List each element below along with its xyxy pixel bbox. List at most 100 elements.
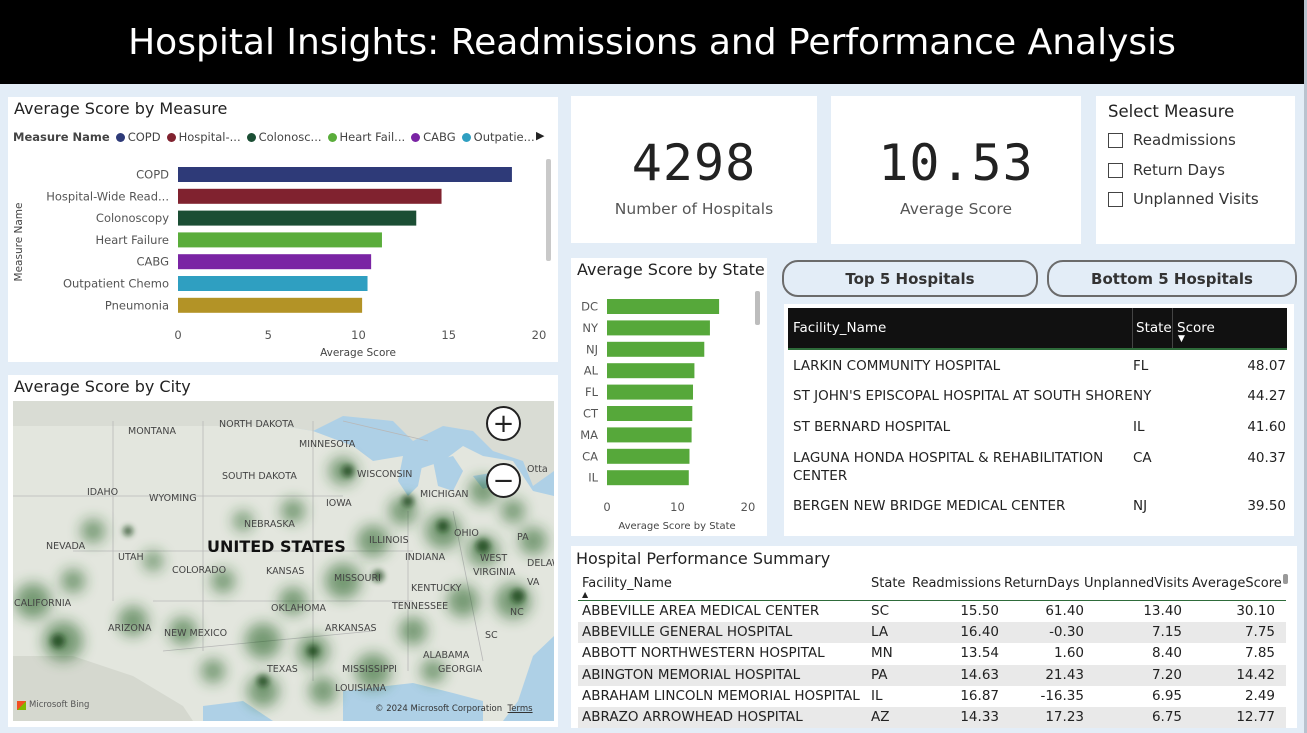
checkbox[interactable] bbox=[1108, 162, 1123, 178]
page-scrollbar[interactable] bbox=[1304, 0, 1307, 733]
sort-desc-icon[interactable]: ▼ bbox=[1178, 334, 1185, 344]
legend-item[interactable]: COPD bbox=[115, 130, 161, 144]
sort-asc-icon[interactable]: ▲ bbox=[582, 590, 589, 599]
tick-label: 10 bbox=[351, 328, 366, 342]
column-header-facility[interactable]: Facility_Name bbox=[793, 320, 887, 336]
bar[interactable] bbox=[607, 448, 690, 464]
map-state-label: IOWA bbox=[326, 498, 352, 509]
column-header-returndays[interactable]: ReturnDays bbox=[1004, 576, 1080, 591]
bar[interactable] bbox=[178, 254, 372, 270]
map-state-label: GEORGIA bbox=[438, 664, 483, 675]
column-header-state[interactable]: State bbox=[871, 576, 906, 591]
map-state-label: OHIO bbox=[454, 528, 479, 539]
state-chart-scrollbar[interactable] bbox=[755, 291, 760, 325]
bar[interactable] bbox=[178, 188, 442, 204]
column-header-readmissions[interactable]: Readmissions bbox=[912, 576, 1002, 591]
map-state-label: MONTANA bbox=[128, 426, 176, 437]
state-chart-title: Average Score by State bbox=[577, 260, 765, 279]
table-row[interactable]: ABINGTON MEMORIAL HOSPITAL PA 14.63 21.43 7.… bbox=[578, 664, 1286, 686]
bar[interactable] bbox=[607, 363, 695, 379]
table-row[interactable]: ABRAZO ARROWHEAD HOSPITAL AZ 14.33 17.23 6.7… bbox=[578, 707, 1286, 728]
map-state-label: VIRGINIA bbox=[473, 567, 516, 578]
bar[interactable] bbox=[607, 384, 694, 400]
table-row[interactable]: ABRAHAM LINCOLN MEMORIAL HOSPITAL IL 16.87… bbox=[578, 685, 1286, 707]
checkbox[interactable] bbox=[1108, 132, 1123, 148]
map-state-label: NEW MEXICO bbox=[164, 628, 228, 639]
legend-item[interactable]: Heart Fail... bbox=[327, 130, 405, 144]
bar[interactable] bbox=[178, 167, 512, 182]
legend-dot-icon bbox=[461, 132, 471, 142]
measure-chart-title: Average Score by Measure bbox=[14, 99, 228, 118]
bar[interactable] bbox=[607, 341, 705, 357]
zoom-in-button[interactable]: + bbox=[486, 406, 521, 441]
bar[interactable] bbox=[607, 320, 710, 336]
map-state-label: MISSISSIPPI bbox=[342, 664, 397, 675]
bar[interactable] bbox=[178, 210, 417, 226]
column-header-facility[interactable]: Facility_Name bbox=[582, 576, 672, 591]
checkbox[interactable] bbox=[1108, 191, 1123, 207]
top-5-hospitals-button[interactable]: Top 5 Hospitals bbox=[782, 260, 1038, 297]
us-heat-map[interactable]: MONTANA NORTH DAKOTA MINNESOTA SOUTH DAKOTA… bbox=[13, 401, 554, 721]
legend-item[interactable]: CABG bbox=[411, 130, 456, 144]
map-state-label: INDIANA bbox=[405, 552, 446, 563]
bar[interactable] bbox=[178, 297, 363, 313]
measure-chart-scrollbar[interactable] bbox=[546, 159, 551, 261]
legend-item[interactable]: Outpatie... bbox=[461, 130, 535, 144]
bar[interactable] bbox=[607, 406, 693, 421]
bar[interactable] bbox=[607, 470, 689, 486]
kpi-average-label: Average Score bbox=[900, 200, 1012, 218]
zoom-out-button[interactable]: − bbox=[486, 463, 521, 498]
kpi-hospitals-card: 4298 Number of Hospitals bbox=[571, 96, 817, 243]
tick-label: 5 bbox=[265, 328, 272, 342]
column-header-averagescore[interactable]: AverageScore bbox=[1192, 576, 1282, 591]
map-state-label: WEST bbox=[480, 553, 508, 564]
kpi-average-card: 10.53 Average Score bbox=[831, 96, 1081, 244]
slicer-title: Select Measure bbox=[1108, 102, 1235, 121]
terms-link[interactable]: Terms bbox=[507, 704, 533, 714]
performance-summary-table: Hospital Performance Summary Facility_Na… bbox=[571, 546, 1297, 728]
kpi-hospitals-label: Number of Hospitals bbox=[614, 200, 774, 218]
column-header-state[interactable]: State bbox=[1136, 320, 1172, 336]
legend-dot-icon bbox=[115, 132, 125, 142]
legend-item[interactable]: Hospital-... bbox=[166, 130, 241, 144]
map-state-label: ILLINOIS bbox=[369, 535, 409, 546]
category-label: MA bbox=[580, 428, 598, 442]
map-state-label: VA bbox=[527, 577, 540, 588]
column-header-unplannedvisits[interactable]: UnplannedVisits bbox=[1084, 576, 1189, 591]
column-header-score[interactable]: Score bbox=[1177, 320, 1215, 336]
map-state-label: NEVADA bbox=[46, 541, 86, 552]
bar[interactable] bbox=[178, 232, 382, 248]
bar[interactable] bbox=[607, 427, 692, 443]
microsoft-logo-icon bbox=[17, 700, 26, 710]
slicer-option-return-days[interactable]: Return Days bbox=[1108, 161, 1225, 179]
tick-label: 0 bbox=[603, 500, 610, 514]
category-label: CT bbox=[583, 407, 599, 421]
table-row[interactable]: ABBOTT NORTHWESTERN HOSPITAL MN 13.54 1.60 8… bbox=[578, 643, 1286, 665]
map-state-label: ARKANSAS bbox=[325, 623, 377, 634]
category-label: DC bbox=[581, 300, 598, 314]
map-state-label: ALABAMA bbox=[423, 650, 470, 661]
dashboard-title: Hospital Insights: Readmissions and Perf… bbox=[128, 21, 1176, 63]
summary-scrollbar[interactable] bbox=[1283, 574, 1288, 584]
category-label: Hospital-Wide Read... bbox=[46, 189, 169, 203]
bottom-5-hospitals-button[interactable]: Bottom 5 Hospitals bbox=[1047, 260, 1297, 297]
measure-bar-chart: COPD Hospital-Wide Read... Colonoscopy Hear… bbox=[13, 167, 547, 359]
tick-label: 20 bbox=[532, 328, 547, 342]
bar[interactable] bbox=[178, 276, 368, 291]
slicer-option-unplanned-visits[interactable]: Unplanned Visits bbox=[1108, 190, 1259, 208]
category-label: CA bbox=[582, 449, 598, 463]
measure-slicer: Select Measure Readmissions Return Days … bbox=[1096, 96, 1295, 244]
summary-title: Hospital Performance Summary bbox=[576, 549, 831, 568]
bar[interactable] bbox=[607, 299, 720, 314]
map-state-label: CALIFORNIA bbox=[14, 598, 72, 609]
map-state-label: NORTH DAKOTA bbox=[219, 419, 294, 430]
map-state-label: TEXAS bbox=[267, 664, 298, 675]
legend-item[interactable]: Colonosc... bbox=[246, 130, 322, 144]
table-row[interactable]: ABBEVILLE AREA MEDICAL CENTER SC 15.50 61.4… bbox=[578, 601, 1286, 622]
slicer-option-readmissions[interactable]: Readmissions bbox=[1108, 131, 1236, 149]
legend-next-arrow-icon[interactable]: ▶ bbox=[536, 129, 545, 142]
map-state-label: OKLAHOMA bbox=[271, 603, 327, 614]
x-axis-label: Average Score by State bbox=[618, 521, 735, 532]
table-row[interactable]: ABBEVILLE GENERAL HOSPITAL LA 16.40 -0.30 7.… bbox=[578, 622, 1286, 644]
map-state-label: MICHIGAN bbox=[420, 489, 469, 500]
